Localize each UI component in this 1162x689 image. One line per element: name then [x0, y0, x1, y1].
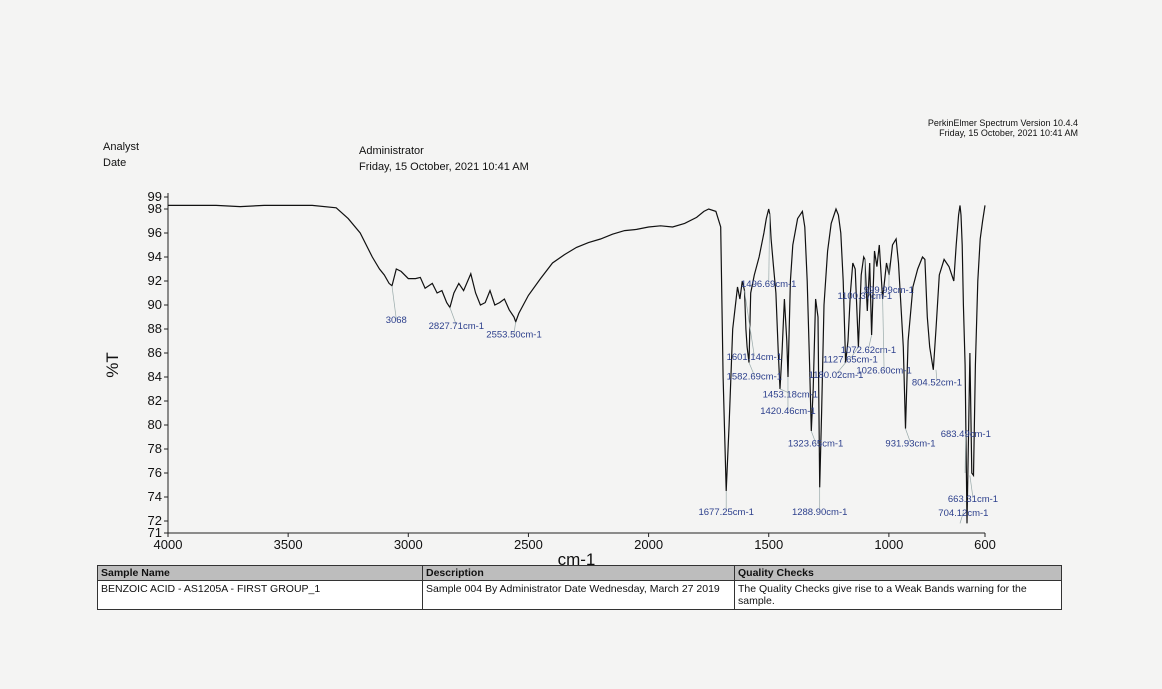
table-row: BENZOIC ACID - AS1205A - FIRST GROUP_1 S…: [97, 580, 1062, 610]
y-tick-label: 99: [148, 189, 162, 204]
column-header: Sample Name: [97, 565, 423, 581]
y-tick-label: 98: [148, 201, 162, 216]
y-tick-label: 86: [148, 345, 162, 360]
x-tick-label: 4000: [154, 537, 183, 552]
description-cell: Sample 004 By Administrator Date Wednesd…: [422, 580, 735, 610]
peak-leader-line: [513, 321, 517, 334]
software-date: Friday, 15 October, 2021 10:41 AM: [939, 128, 1078, 138]
peak-leader-line: [868, 334, 872, 350]
date-label: Date: [103, 157, 127, 169]
peak-leader-line: [779, 388, 791, 394]
quality-checks-cell: The Quality Checks give rise to a Weak B…: [734, 580, 1062, 610]
peak-label: 2827.71cm-1: [429, 321, 484, 332]
peak-label: 1582.69cm-1: [727, 371, 782, 382]
peak-label: 999.99cm-1: [864, 285, 914, 296]
column-header: Quality Checks: [734, 565, 1062, 581]
x-tick-label: 1500: [754, 537, 783, 552]
peak-label: 683.49cm-1: [941, 429, 991, 440]
peak-leader-line: [449, 307, 457, 326]
peak-label: 1026.60cm-1: [856, 365, 911, 376]
peak-label: 3068: [386, 315, 407, 326]
y-tick-label: 82: [148, 393, 162, 408]
peak-label: 1127.65cm-1: [823, 355, 878, 366]
peak-label: 1453.18cm-1: [763, 389, 818, 400]
x-tick-label: 2000: [634, 537, 663, 552]
peak-leader-line: [850, 346, 859, 359]
peak-leader-line: [935, 369, 938, 382]
peak-leader-line: [882, 298, 885, 370]
date-value: Friday, 15 October, 2021 10:41 AM: [359, 161, 529, 173]
x-axis-label: cm-1: [558, 550, 596, 569]
peak-label: 663.31cm-1: [948, 494, 998, 505]
peak-leader-line: [810, 430, 816, 443]
peak-label: 1420.46cm-1: [760, 406, 815, 417]
y-tick-label: 78: [148, 441, 162, 456]
x-tick-label: 3000: [394, 537, 423, 552]
peak-leader-line: [748, 362, 755, 376]
peak-label: 804.52cm-1: [912, 377, 962, 388]
peak-label: 2553.50cm-1: [486, 329, 541, 340]
peak-label: 931.93cm-1: [885, 439, 935, 450]
y-tick-label: 84: [148, 369, 162, 384]
peak-leader-line: [835, 362, 846, 375]
y-tick-label: 72: [148, 513, 162, 528]
peak-label: 1496.69cm-1: [741, 279, 796, 290]
analyst-label: Analyst: [103, 141, 140, 153]
peak-label: 1288.90cm-1: [792, 507, 847, 518]
y-axis-label: %T: [103, 352, 122, 378]
peak-label: 1100.37cm-1: [837, 291, 892, 302]
peak-leader-line: [959, 512, 964, 524]
x-tick-label: 3500: [274, 537, 303, 552]
sample-table: Sample Name Description Quality Checks B…: [97, 565, 1062, 610]
y-tick-label: 71: [148, 525, 162, 540]
peak-label: 704.12cm-1: [938, 508, 988, 519]
peak-leader-line: [768, 213, 771, 284]
column-header: Description: [422, 565, 735, 581]
spectrum-line: [168, 204, 986, 524]
peak-leader-line: [905, 428, 911, 443]
peak-leader-line: [744, 290, 755, 357]
software-info: PerkinElmer Spectrum Version 10.4.4 Frid…: [928, 118, 1078, 138]
y-tick-label: 88: [148, 321, 162, 336]
peak-leader-line: [969, 475, 974, 498]
peak-label: 1180.02cm-1: [809, 370, 864, 381]
y-tick-label: 80: [148, 417, 162, 432]
y-tick-label: 90: [148, 297, 162, 312]
peak-label: 1677.25cm-1: [698, 507, 753, 518]
peak-label: 1072.62cm-1: [841, 345, 896, 356]
peak-leader-line: [391, 285, 397, 320]
analyst-value: Administrator: [359, 145, 424, 157]
table-header-row: Sample Name Description Quality Checks: [97, 565, 1062, 581]
sample-name-cell: BENZOIC ACID - AS1205A - FIRST GROUP_1: [97, 580, 423, 610]
y-tick-label: 96: [148, 225, 162, 240]
x-tick-label: 1000: [874, 537, 903, 552]
y-tick-label: 92: [148, 273, 162, 288]
y-tick-label: 94: [148, 249, 162, 264]
x-tick-label: 600: [974, 537, 996, 552]
y-tick-label: 76: [148, 465, 162, 480]
peak-label: 1323.65cm-1: [788, 439, 843, 450]
x-tick-label: 2500: [514, 537, 543, 552]
peak-label: 1601.14cm-1: [727, 352, 782, 363]
y-tick-label: 74: [148, 489, 162, 504]
peak-leader-line: [964, 432, 967, 474]
software-version: PerkinElmer Spectrum Version 10.4.4: [927, 118, 1078, 128]
